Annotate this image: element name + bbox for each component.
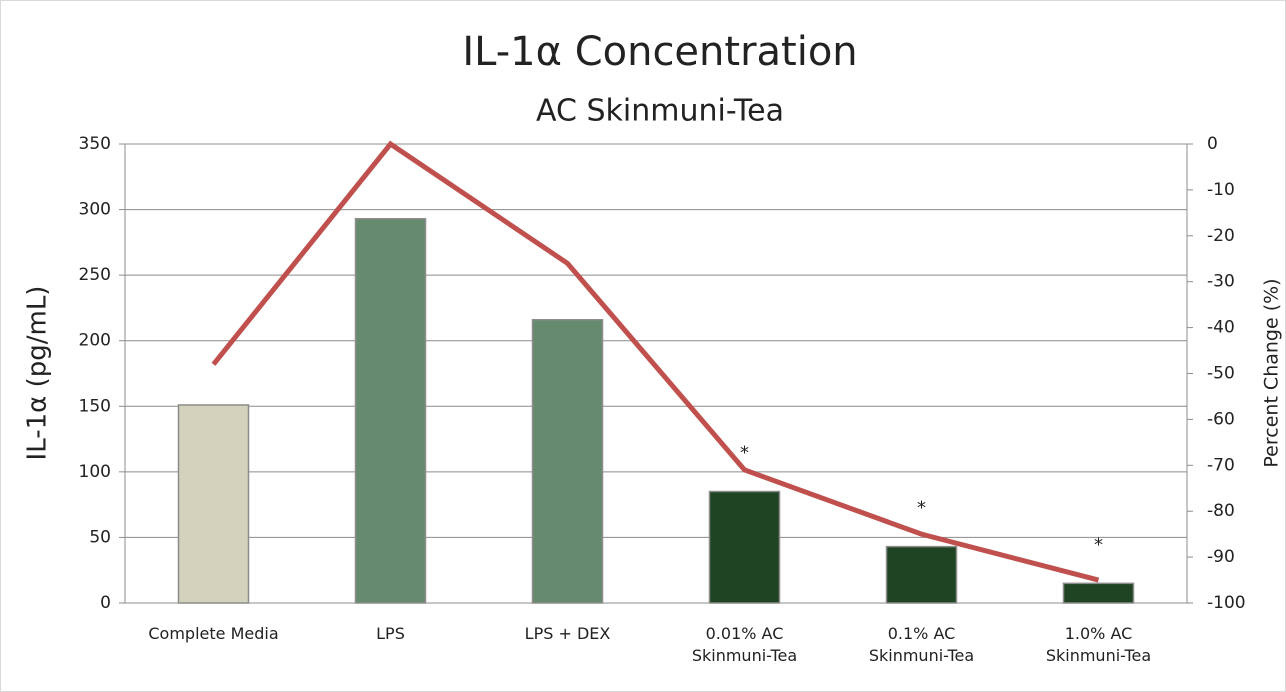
bar [708, 490, 781, 604]
x-tick-label: Complete Media [148, 624, 279, 643]
y2-tick-label: 0 [1207, 134, 1218, 154]
bar [354, 218, 427, 604]
chart-title: IL-1α Concentration [462, 29, 857, 75]
y-tick-label: 300 [79, 200, 111, 220]
y-tick-label: 350 [79, 134, 111, 154]
bar [1062, 582, 1135, 604]
y-tick-label: 200 [79, 331, 111, 351]
bar [177, 404, 250, 604]
x-tick-label: LPS [376, 624, 405, 643]
y2-tick-label: -100 [1207, 593, 1246, 613]
annotation: * [1094, 534, 1103, 555]
y2-axis-label: Percent Change (%) [1261, 278, 1283, 467]
y2-tick-label: -60 [1207, 409, 1235, 429]
y2-tick-label: -30 [1207, 272, 1235, 292]
y2-tick-label: -80 [1207, 501, 1235, 521]
annotation: * [740, 443, 749, 464]
y2-tick-label: -50 [1207, 364, 1235, 384]
line [211, 140, 1100, 583]
y2-tick-label: -40 [1207, 318, 1235, 338]
annotation: * [917, 498, 926, 519]
bar [531, 318, 604, 604]
y-tick-label: 100 [79, 462, 111, 482]
y-axis-label: IL-1α (pg/mL) [23, 286, 53, 461]
x-tick-label: 0.1% AC Skinmuni-Tea [868, 624, 975, 665]
y-tick-label: 150 [79, 396, 111, 416]
y-tick-label: 250 [79, 265, 111, 285]
x-tick-label: 0.01% AC Skinmuni-Tea [691, 624, 798, 665]
y-tick-label: 50 [89, 527, 111, 547]
x-tick-label: 1.0% AC Skinmuni-Tea [1045, 624, 1152, 665]
y2-tick-label: -20 [1207, 226, 1235, 246]
y-tick-label: 0 [100, 593, 111, 613]
y2-tick-label: -90 [1207, 547, 1235, 567]
chart-subtitle: AC Skinmuni-Tea [536, 94, 784, 129]
bar [885, 545, 958, 604]
y2-tick-label: -70 [1207, 455, 1235, 475]
y2-tick-label: -10 [1207, 180, 1235, 200]
x-tick-label: LPS + DEX [524, 624, 611, 643]
